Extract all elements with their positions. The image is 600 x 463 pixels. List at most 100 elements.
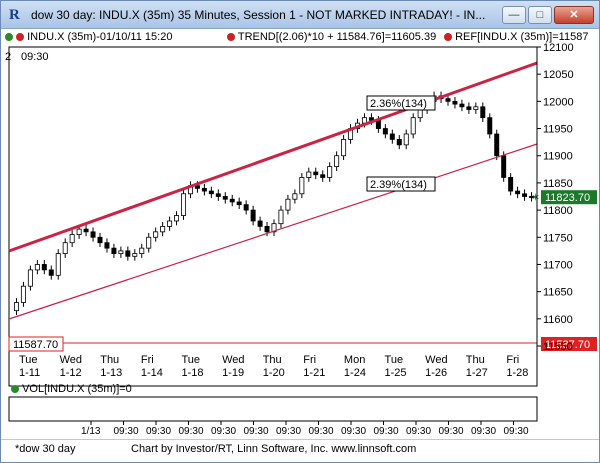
volume-tick-label: 09:30 bbox=[504, 426, 529, 437]
volume-tick-label: 09:30 bbox=[211, 426, 236, 437]
candle-body bbox=[208, 190, 214, 195]
candle-body bbox=[236, 201, 242, 206]
plot-frame bbox=[8, 46, 538, 387]
day-label: Mon bbox=[344, 354, 365, 366]
volume-legend: VOL[INDU.X (35m)]=0 bbox=[11, 383, 132, 395]
volume-tick-label: 09:30 bbox=[341, 426, 366, 437]
candle-body bbox=[48, 269, 54, 276]
price-tick-label: 11800 bbox=[543, 205, 573, 217]
trend-label-box bbox=[366, 176, 436, 192]
date-label: 1-28 bbox=[506, 367, 528, 379]
lower-trend-line bbox=[8, 143, 538, 320]
last-price-text: 11823.70 bbox=[545, 192, 590, 204]
legend-ref-label: REF[INDU.X (35m)]=11587 bbox=[455, 31, 589, 43]
candle-body bbox=[118, 250, 124, 254]
candle-body bbox=[55, 253, 61, 276]
volume-tick-label: 09:30 bbox=[309, 426, 334, 437]
status-tab[interactable]: *dow 30 day bbox=[15, 443, 76, 455]
minimize-button[interactable]: — bbox=[502, 6, 526, 24]
candle-body bbox=[111, 247, 117, 254]
candle-body bbox=[410, 117, 416, 135]
candle-body bbox=[389, 133, 395, 140]
date-label: 1-13 bbox=[100, 367, 122, 379]
candle-body bbox=[278, 209, 284, 225]
close-button[interactable]: ✕ bbox=[554, 6, 594, 24]
day-label: Thu bbox=[263, 354, 282, 366]
candle-body bbox=[320, 174, 326, 178]
candle-body bbox=[76, 228, 82, 235]
date-label: 1-27 bbox=[466, 367, 488, 379]
red-dot-icon bbox=[227, 33, 235, 42]
volume-label: VOL[INDU.X (35m)]=0 bbox=[22, 383, 132, 395]
candle-body bbox=[13, 302, 19, 312]
volume-tick-label: 09:30 bbox=[439, 426, 464, 437]
app-icon: R bbox=[9, 7, 20, 23]
price-tick-label: 11900 bbox=[543, 151, 573, 163]
candle-body bbox=[139, 247, 145, 254]
price-tick-label: 11750 bbox=[543, 232, 573, 244]
candle-body bbox=[62, 242, 68, 254]
legend-trend[interactable]: TREND[(2.06)*10 + 11584.76]=11605.39 bbox=[227, 31, 436, 43]
candle-body bbox=[160, 225, 166, 233]
left-tag: 2 bbox=[5, 51, 11, 63]
day-label: Wed bbox=[425, 354, 447, 366]
price-tick-label: 11700 bbox=[543, 259, 573, 271]
candle-body bbox=[27, 269, 33, 287]
price-tick-label: 11550 bbox=[543, 341, 573, 353]
title-bar[interactable]: R dow 30 day: INDU.X (35m) 35 Minutes, S… bbox=[1, 1, 599, 29]
window-title: dow 30 day: INDU.X (35m) 35 Minutes, Ses… bbox=[31, 8, 486, 22]
green-dot-icon bbox=[11, 385, 19, 394]
maximize-button[interactable]: □ bbox=[528, 6, 552, 24]
candle-body bbox=[508, 177, 514, 192]
day-label: Tue bbox=[385, 354, 404, 366]
trend-label-upper: 2.36%(134) bbox=[370, 98, 427, 110]
candle-body bbox=[153, 231, 159, 238]
candle-body bbox=[104, 242, 110, 249]
price-tick-label: 11850 bbox=[543, 178, 573, 190]
candle-body bbox=[194, 185, 200, 189]
trend-label-box bbox=[366, 95, 436, 111]
volume-panel bbox=[8, 396, 538, 422]
price-chart[interactable]: 2.36%(134) 2.39%(134) 11587.70 11587.70 1182… bbox=[1, 1, 599, 439]
date-label: 1-21 bbox=[303, 367, 325, 379]
candle-body bbox=[361, 117, 367, 124]
candle-body bbox=[452, 100, 458, 105]
volume-tick-label: 09:30 bbox=[244, 426, 269, 437]
volume-tick-label: 09:30 bbox=[374, 426, 399, 437]
day-label: Fri bbox=[506, 354, 519, 366]
last-price-badge bbox=[541, 190, 597, 205]
day-label: Wed bbox=[222, 354, 244, 366]
last-price-marker: ✶ bbox=[531, 192, 540, 204]
legend-ref[interactable]: REF[INDU.X (35m)]=11587 bbox=[444, 31, 588, 43]
ref-label-box bbox=[8, 336, 64, 352]
volume-tick-label: 1/13 bbox=[81, 426, 101, 437]
time-label: 09:30 bbox=[21, 51, 49, 63]
candle-body bbox=[271, 223, 277, 233]
candle-body bbox=[34, 264, 40, 271]
candle-body bbox=[229, 198, 235, 203]
price-tick-label: 11650 bbox=[543, 287, 573, 299]
status-credit: Chart by Investor/RT, Linn Software, Inc… bbox=[131, 443, 417, 455]
volume-tick-label: 09:30 bbox=[276, 426, 301, 437]
candle-body bbox=[181, 193, 187, 216]
candle-body bbox=[313, 171, 319, 176]
ref-price-text: 11587.70 bbox=[545, 339, 590, 351]
price-tick-label: 11950 bbox=[543, 124, 573, 136]
candle-body bbox=[97, 236, 103, 244]
date-label: 1-19 bbox=[222, 367, 244, 379]
volume-tick-label: 09:30 bbox=[406, 426, 431, 437]
candle-body bbox=[341, 139, 347, 157]
legend-main[interactable]: INDU.X (35m)-01/10/11 15:20 bbox=[5, 31, 172, 43]
candle-body bbox=[125, 250, 131, 257]
candle-body bbox=[494, 133, 500, 157]
ref-price-badge bbox=[541, 337, 597, 351]
green-dot-icon bbox=[5, 33, 13, 42]
candle-body bbox=[459, 103, 465, 108]
candle-body bbox=[41, 264, 47, 271]
day-label: Thu bbox=[466, 354, 485, 366]
price-tick-label: 12050 bbox=[543, 69, 574, 81]
red-dot-icon bbox=[16, 33, 25, 42]
candle-body bbox=[396, 139, 402, 146]
candle-body bbox=[285, 198, 291, 211]
candle-body bbox=[292, 193, 298, 200]
